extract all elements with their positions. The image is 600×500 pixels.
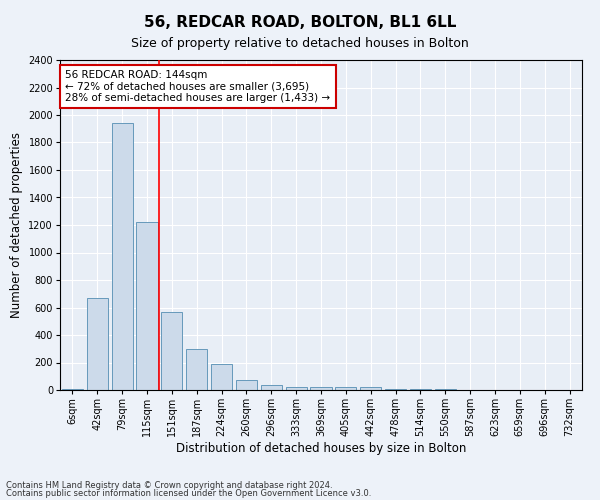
- Text: 56, REDCAR ROAD, BOLTON, BL1 6LL: 56, REDCAR ROAD, BOLTON, BL1 6LL: [144, 15, 456, 30]
- Y-axis label: Number of detached properties: Number of detached properties: [10, 132, 23, 318]
- Bar: [236, 380, 257, 390]
- Text: Size of property relative to detached houses in Bolton: Size of property relative to detached ho…: [131, 38, 469, 51]
- Bar: [286, 386, 307, 390]
- Bar: [335, 387, 356, 390]
- Text: Contains HM Land Registry data © Crown copyright and database right 2024.: Contains HM Land Registry data © Crown c…: [6, 480, 332, 490]
- Text: 56 REDCAR ROAD: 144sqm
← 72% of detached houses are smaller (3,695)
28% of semi-: 56 REDCAR ROAD: 144sqm ← 72% of detached…: [65, 70, 331, 103]
- Bar: [410, 388, 431, 390]
- Bar: [186, 349, 207, 390]
- Bar: [112, 123, 133, 390]
- Bar: [211, 364, 232, 390]
- Bar: [360, 387, 381, 390]
- Bar: [161, 312, 182, 390]
- Bar: [136, 222, 158, 390]
- Bar: [87, 298, 108, 390]
- Bar: [310, 386, 332, 390]
- Bar: [261, 384, 282, 390]
- Text: Contains public sector information licensed under the Open Government Licence v3: Contains public sector information licen…: [6, 489, 371, 498]
- Bar: [385, 388, 406, 390]
- X-axis label: Distribution of detached houses by size in Bolton: Distribution of detached houses by size …: [176, 442, 466, 455]
